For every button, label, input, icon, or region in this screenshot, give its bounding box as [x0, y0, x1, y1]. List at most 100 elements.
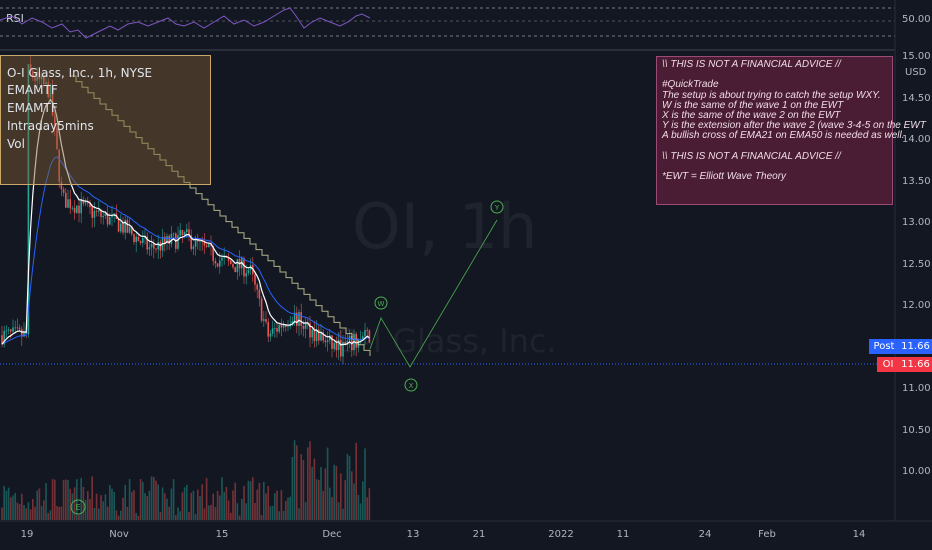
candle-body	[166, 236, 168, 243]
volume-bar	[177, 507, 179, 520]
candle-body	[302, 325, 305, 329]
volume-bar	[54, 479, 56, 520]
candle-body	[194, 237, 197, 247]
candle-body	[366, 330, 368, 331]
candle-body	[368, 330, 371, 343]
volume-bar	[271, 505, 274, 520]
candle-body	[102, 215, 104, 218]
candle-body	[111, 215, 113, 218]
rsi-line	[0, 7, 371, 39]
candle-body	[267, 321, 269, 337]
volume-bar	[291, 457, 294, 520]
volume-bar	[183, 487, 186, 520]
candle-body	[216, 263, 219, 267]
candle-body	[146, 236, 148, 250]
volume-bar	[329, 487, 331, 520]
volume-bar	[287, 497, 289, 520]
candle-body	[164, 236, 166, 243]
candle-body	[282, 324, 285, 328]
volume-bar	[230, 512, 232, 520]
volume-bar	[60, 506, 63, 520]
candle-body	[340, 339, 342, 357]
candle-body	[337, 339, 340, 351]
volume-bar	[89, 499, 91, 520]
candle-body	[128, 226, 131, 233]
candle-body	[344, 341, 346, 345]
volume-bar	[91, 476, 93, 520]
ema-fast-line	[1, 98, 370, 346]
volume-bar	[344, 480, 346, 520]
candle-body	[331, 335, 333, 349]
candle-body	[1, 335, 3, 345]
candle-body	[95, 210, 98, 212]
candle-body	[3, 331, 5, 345]
candle-body	[91, 207, 93, 218]
candle-body	[243, 258, 245, 277]
legend-emamtf-2[interactable]: EMAMTF	[7, 101, 58, 115]
volume-bar	[65, 479, 67, 520]
legend-vol[interactable]: Vol	[7, 137, 25, 151]
price-tick: 13.50	[902, 175, 931, 187]
indicator-legend: O-I Glass, Inc., 1h, NYSE EMAMTF EMAMTF …	[0, 55, 211, 185]
candle-body	[181, 229, 184, 236]
candle-body	[274, 328, 276, 329]
volume-bar	[40, 505, 43, 520]
trade-note[interactable]: \\ THIS IS NOT A FINANCIAL ADVICE // #Qu…	[656, 56, 926, 205]
volume-bar	[7, 487, 10, 520]
volume-bar	[21, 493, 23, 520]
candle-body	[117, 218, 120, 232]
time-tick: 13	[406, 529, 420, 540]
candle-body	[326, 340, 329, 343]
candle-body	[18, 327, 21, 330]
volume-bar	[36, 490, 38, 520]
legend-symbol[interactable]: O-I Glass, Inc., 1h, NYSE	[7, 66, 153, 80]
volume-bar	[155, 480, 157, 520]
note-line: *EWT = Elliott Wave Theory	[662, 171, 787, 183]
volume-bar	[23, 505, 25, 520]
candle-body	[313, 329, 316, 342]
candle-body	[43, 75, 45, 85]
legend-emamtf-1[interactable]: EMAMTF	[7, 83, 58, 97]
volume-bar	[238, 515, 241, 520]
volume-bar	[18, 504, 21, 520]
volume-bar	[93, 508, 96, 520]
candle-body	[322, 332, 324, 341]
candle-body	[320, 332, 322, 341]
candle-body	[113, 213, 115, 216]
volume-bar	[5, 490, 8, 520]
wave-y-marker: Y	[490, 200, 504, 214]
volume-bar	[137, 515, 140, 520]
volume-bar	[179, 511, 181, 520]
candle-body	[29, 64, 32, 71]
price-tick: 10.50	[902, 424, 931, 436]
volume-bar	[153, 476, 155, 520]
candle-body	[124, 219, 126, 233]
candle-body	[16, 327, 19, 329]
candle-body	[236, 259, 239, 273]
volume-bar	[135, 512, 137, 520]
candle-body	[271, 328, 274, 334]
candle-body	[135, 236, 137, 243]
volume-bar	[78, 514, 80, 520]
volume-bar	[302, 459, 305, 520]
volume-bar	[210, 504, 212, 520]
price-tick: 14.50	[902, 92, 931, 104]
legend-intraday[interactable]: Intraday5mins	[7, 119, 94, 133]
volume-bar	[243, 485, 245, 520]
candle-body	[183, 232, 186, 236]
volume-bar	[201, 484, 203, 520]
candle-body	[210, 244, 212, 246]
oi-tag-value: 11.66	[899, 357, 932, 372]
candle-body	[205, 245, 208, 247]
volume-bar	[188, 511, 190, 520]
candle-body	[98, 210, 100, 212]
candle-body	[122, 223, 124, 233]
candle-body	[304, 322, 307, 329]
volume-bar	[144, 493, 146, 520]
candle-body	[203, 242, 206, 246]
volume-bar	[324, 468, 327, 520]
volume-bar	[320, 466, 322, 520]
candle-body	[12, 327, 14, 332]
volume-bar	[293, 440, 296, 520]
